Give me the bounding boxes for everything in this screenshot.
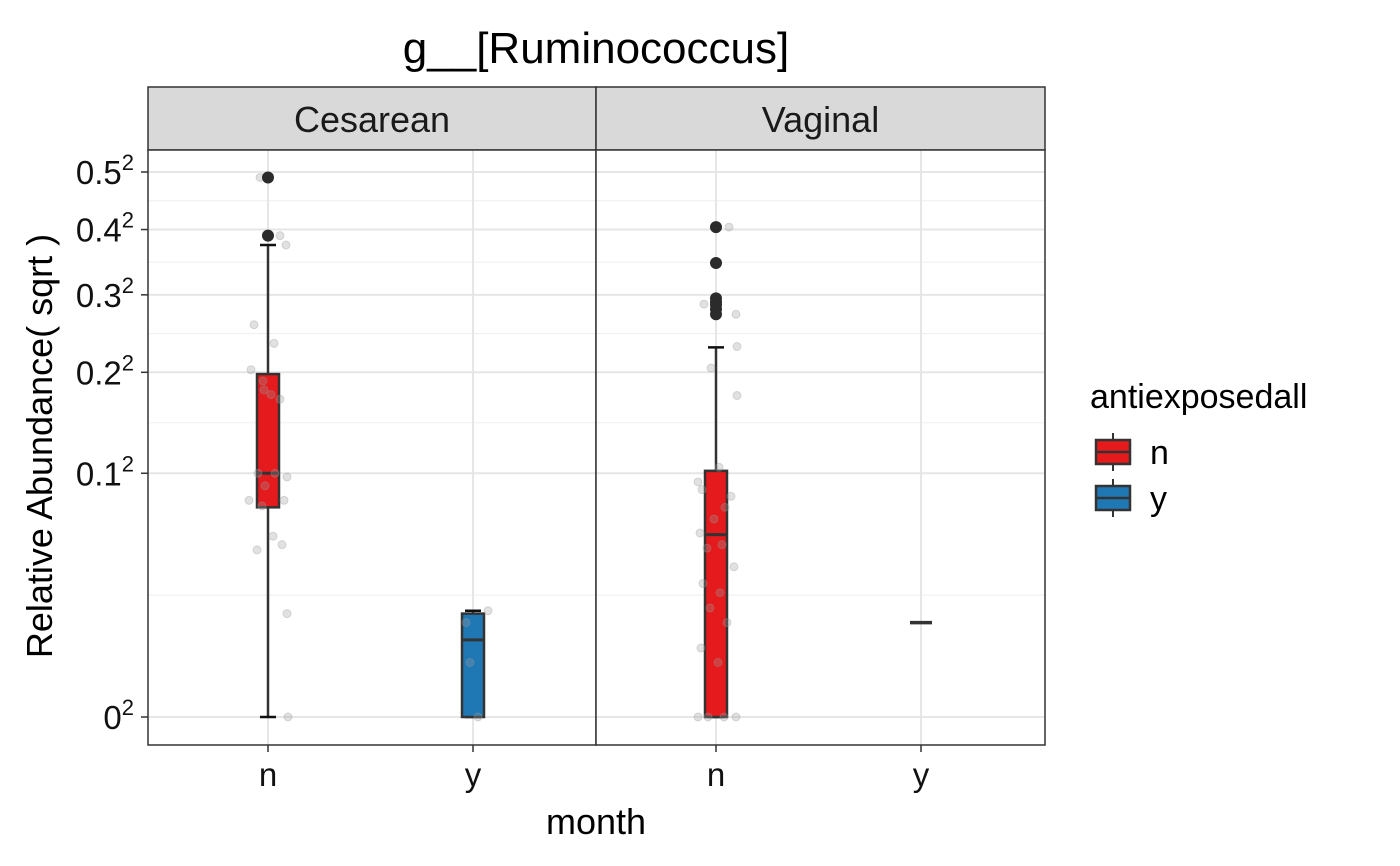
jitter-point <box>461 618 471 628</box>
jitter-point <box>282 609 292 619</box>
jitter-point <box>722 618 732 628</box>
jitter-point <box>720 502 730 512</box>
legend-entry-y: y <box>1094 479 1167 518</box>
legend: antiexposedall ny <box>1090 378 1307 518</box>
y-tick-label: 0.42 <box>76 208 134 249</box>
box-iqr <box>703 469 729 719</box>
jitter-point <box>709 514 719 524</box>
jitter-point <box>473 712 483 722</box>
facet-panel-cesarean: Cesarean n y <box>147 86 597 793</box>
jitter-point <box>715 588 725 598</box>
jitter-point <box>702 543 712 553</box>
facet-panels: Cesarean n y Vaginal n y <box>147 86 1046 793</box>
jitter-point <box>693 712 703 722</box>
y-tick-label: 0.32 <box>76 273 134 314</box>
legend-entry-n: n <box>1094 433 1169 472</box>
y-tick-label: 02 <box>103 695 134 736</box>
jitter-point <box>696 643 706 653</box>
outlier-point <box>710 256 722 269</box>
jitter-point <box>253 468 263 478</box>
panel-background <box>596 150 1045 745</box>
jitter-point <box>713 658 723 667</box>
y-tick-label: 0.12 <box>76 451 134 492</box>
jitter-point <box>249 320 259 330</box>
jitter-point <box>732 390 742 400</box>
facet-strip-label: Vaginal <box>762 99 879 140</box>
jitter-point <box>693 477 703 487</box>
jitter-point <box>266 390 276 400</box>
x-axis-title: month <box>546 801 646 842</box>
outlier-point <box>710 308 722 321</box>
jitter-point <box>269 338 279 348</box>
jitter-point <box>258 376 268 386</box>
jitter-point <box>724 222 734 232</box>
y-axis-title: Relative Abundance( sqrt ) <box>19 234 60 658</box>
panel-background <box>148 150 596 745</box>
jitter-point <box>275 231 285 241</box>
box-cesarean-y <box>460 606 493 722</box>
jitter-point <box>703 712 713 722</box>
jitter-point <box>698 579 708 589</box>
legend-title: antiexposedall <box>1090 378 1307 416</box>
jitter-point <box>275 394 285 404</box>
jitter-point <box>731 712 741 722</box>
jitter-point <box>279 495 289 505</box>
outlier-point <box>262 229 274 242</box>
facet-strip <box>595 86 1046 151</box>
x-tick-label: n <box>259 756 277 793</box>
jitter-point <box>260 481 270 491</box>
jitter-point <box>719 712 729 722</box>
jitter-point <box>268 531 278 541</box>
box-cesarean-n <box>244 171 293 722</box>
legend-label: n <box>1150 434 1169 472</box>
jitter-point <box>252 545 262 555</box>
legend-label: y <box>1150 480 1167 518</box>
facet-panel-vaginal: Vaginal n y <box>595 86 1046 793</box>
jitter-point <box>729 562 739 572</box>
jitter-point <box>244 495 254 505</box>
x-tick-label: y <box>465 756 482 793</box>
jitter-point <box>257 501 267 511</box>
jitter-point <box>705 603 715 613</box>
jitter-point <box>270 468 280 478</box>
jitter-point <box>259 385 269 395</box>
outlier-point <box>710 221 722 234</box>
x-tick-label: y <box>913 756 930 793</box>
jitter-point <box>699 299 709 309</box>
jitter-point <box>726 491 736 501</box>
jitter-point <box>483 606 493 616</box>
jitter-point <box>697 485 707 495</box>
jitter-point <box>283 712 293 722</box>
x-tick-label: n <box>707 756 725 793</box>
panel-border <box>595 149 1046 746</box>
jitter-point <box>732 342 742 352</box>
y-tick-label: 0.22 <box>76 350 134 391</box>
jitter-point <box>731 309 741 319</box>
facet-strip <box>147 86 597 151</box>
y-tick-label: 0.52 <box>76 150 134 191</box>
jitter-point <box>717 540 727 550</box>
jitter-point <box>281 240 291 250</box>
jitter-point <box>706 363 716 373</box>
jitter-point <box>465 658 475 667</box>
jitter-point <box>282 472 292 482</box>
box-vaginal-n <box>693 221 742 722</box>
jitter-point <box>277 540 287 550</box>
jitter-point <box>246 365 256 375</box>
chart-title: g__[Ruminococcus] <box>403 24 789 73</box>
y-axis: 02 0.12 0.22 0.32 0.42 0.52 <box>76 150 148 736</box>
jitter-point <box>695 528 705 538</box>
jitter-point <box>714 462 724 472</box>
outlier-point <box>262 171 274 184</box>
facet-strip-label: Cesarean <box>294 99 450 140</box>
